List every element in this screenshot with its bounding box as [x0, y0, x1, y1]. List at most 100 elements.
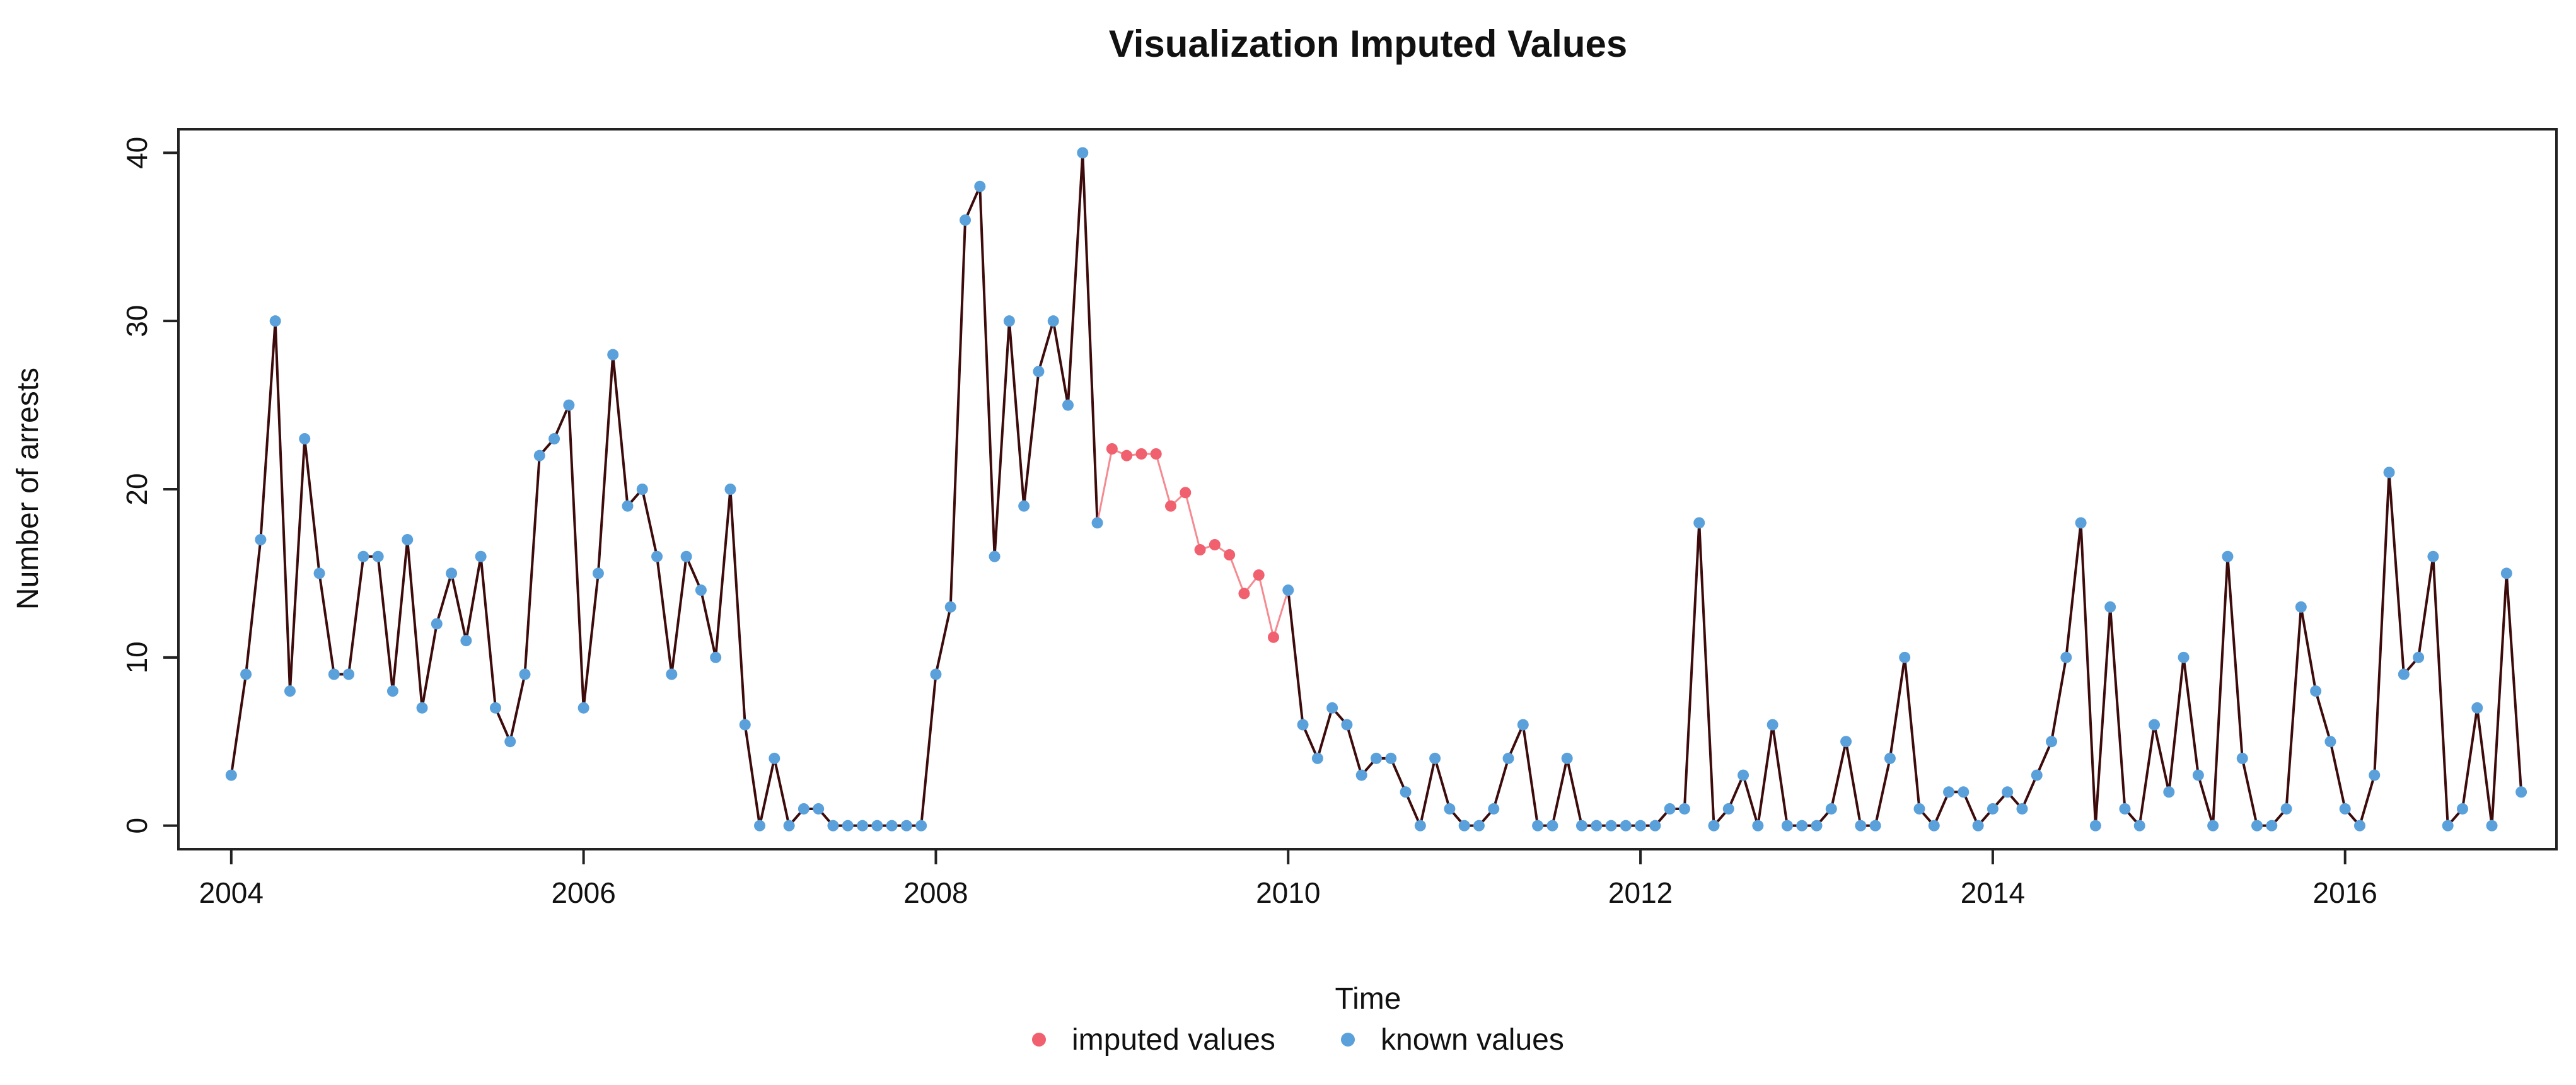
known-point	[1444, 803, 1456, 815]
series-segment	[2387, 472, 2405, 675]
known-point	[1855, 820, 1867, 832]
imputed-point	[1224, 549, 1236, 561]
known-point	[2456, 803, 2468, 815]
known-point	[724, 484, 736, 495]
series-segment	[1404, 791, 1422, 827]
series-segment	[406, 539, 424, 709]
series-segment	[2065, 523, 2082, 658]
series-segment	[1037, 320, 1055, 372]
known-point	[1928, 820, 1940, 832]
imputed-point	[1135, 448, 1147, 460]
known-point	[563, 399, 575, 411]
series-segment	[949, 220, 967, 607]
known-point	[2486, 820, 2498, 832]
known-point	[1370, 752, 1382, 764]
known-point	[1620, 820, 1632, 832]
series-segment	[1742, 775, 1760, 827]
known-point	[577, 702, 589, 714]
series-segment	[2490, 573, 2508, 826]
known-point	[871, 820, 883, 832]
series-segment	[1565, 758, 1583, 827]
known-point	[284, 685, 296, 697]
series-segment	[2373, 472, 2391, 775]
series-segment	[2094, 606, 2112, 826]
series-segment	[1727, 774, 1744, 809]
known-point	[886, 820, 898, 832]
legend-known-marker	[1341, 1033, 1355, 1047]
x-axis-label: Time	[1335, 982, 1401, 1016]
series-segment	[523, 455, 541, 675]
known-point	[2119, 803, 2131, 815]
series-segment	[2182, 657, 2200, 775]
known-point	[475, 550, 487, 562]
series-segment	[2196, 775, 2215, 827]
series-segment	[1932, 791, 1950, 827]
known-point	[1913, 803, 1925, 815]
imputed-point	[1180, 487, 1192, 499]
known-point	[2251, 820, 2263, 832]
series-segment	[641, 489, 659, 557]
known-point	[1796, 820, 1808, 832]
known-point	[1664, 803, 1676, 815]
known-point	[2471, 702, 2483, 714]
known-point	[666, 668, 678, 680]
known-point	[1869, 820, 1881, 832]
known-point	[1400, 786, 1412, 798]
known-point	[446, 567, 458, 579]
series-segment	[656, 556, 673, 675]
series-segment	[435, 572, 453, 625]
series-segment	[494, 707, 512, 743]
known-point	[1781, 820, 1793, 832]
x-tick-label: 2006	[551, 876, 615, 909]
known-point	[1752, 820, 1764, 832]
known-point	[2075, 517, 2087, 529]
known-point	[2089, 820, 2101, 832]
known-point	[827, 820, 839, 832]
series-segment	[685, 555, 702, 591]
series-segment	[2138, 724, 2155, 826]
known-point	[1972, 820, 1984, 832]
x-tick-label: 2004	[199, 876, 264, 909]
series-segment	[274, 321, 291, 692]
known-point	[2222, 550, 2234, 562]
x-tick-label: 2010	[1256, 876, 1320, 909]
known-point	[2310, 685, 2322, 697]
known-point	[1532, 820, 1544, 832]
known-point	[1429, 752, 1441, 764]
series-segment	[567, 405, 585, 708]
series-segment	[2314, 690, 2332, 742]
x-tick-label: 2012	[1608, 876, 1673, 909]
known-point	[1458, 820, 1470, 832]
known-point	[1840, 736, 1852, 748]
known-point	[857, 820, 869, 832]
series-segment	[978, 186, 996, 557]
x-tick-label: 2016	[2313, 876, 2377, 909]
series-segment	[465, 556, 482, 641]
series-segment	[1830, 741, 1848, 809]
series-segment	[1771, 724, 1789, 826]
known-point	[1062, 399, 1074, 411]
imputed-point	[1150, 448, 1162, 460]
known-point	[960, 214, 972, 226]
series-segment	[758, 758, 776, 827]
known-point	[2339, 803, 2351, 815]
y-tick-label: 0	[120, 818, 153, 834]
series-segment	[2417, 556, 2435, 658]
series-segment	[2167, 657, 2185, 792]
series-segment	[612, 354, 629, 506]
x-tick-label: 2008	[903, 876, 968, 909]
series-segment	[288, 438, 306, 692]
series-segment	[376, 556, 394, 692]
known-point	[622, 500, 634, 512]
known-point	[1693, 517, 1705, 529]
known-point	[2324, 736, 2336, 748]
known-point	[504, 736, 516, 748]
series-segment	[1067, 153, 1084, 405]
known-point	[2413, 651, 2425, 663]
known-point	[1047, 315, 1059, 327]
known-point	[1591, 820, 1603, 832]
series-segment	[1301, 724, 1319, 759]
known-point	[900, 820, 912, 832]
series-segment	[421, 624, 438, 709]
known-point	[1297, 719, 1309, 731]
